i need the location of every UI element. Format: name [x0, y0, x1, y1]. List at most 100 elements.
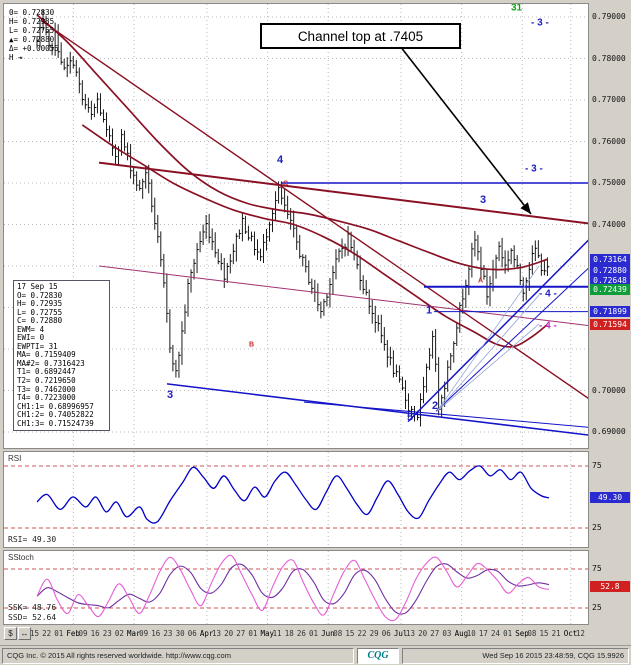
price-axis-label: 0.77000 — [592, 95, 626, 104]
rsi-svg[interactable] — [4, 452, 588, 547]
wave-label: 1 — [426, 304, 432, 316]
date-tick: 01 — [248, 629, 258, 638]
status-bar: CQG Inc. © 2015 All rights reserved worl… — [0, 645, 631, 665]
study-value-line: O= 0.72830 — [17, 290, 63, 300]
stoch-svg[interactable] — [4, 551, 588, 624]
stochastic-panel[interactable]: SStoch SSK= 48.76 SSD= 52.64 — [3, 550, 589, 625]
study-value-line: 17 Sep 15 — [17, 282, 58, 291]
study-value-line: L= 0.72755 — [17, 307, 63, 317]
date-tick: 16 — [90, 629, 100, 638]
quote-line: Δ= +0.00055 — [9, 44, 59, 53]
price-axis-label: 0.76000 — [592, 136, 626, 146]
rsi-axis-label: 75 — [592, 461, 602, 470]
date-tick: 10 — [466, 629, 476, 638]
date-tick: 22 — [42, 629, 52, 638]
date-tick: 06 — [187, 629, 197, 638]
quote-line: H ⇥ — [9, 53, 23, 62]
wave-label: 3 — [167, 389, 173, 401]
price-tag: 0.72880 — [590, 265, 630, 277]
price-tag: 0.71899 — [590, 306, 630, 318]
rsi-axis-label: 25 — [592, 523, 602, 532]
copyright-text: CQG Inc. © 2015 All rights reserved worl… — [2, 647, 354, 664]
price-axis-label: 0.75000 — [592, 178, 626, 187]
date-tick: Apr — [199, 629, 214, 638]
study-value-line: T1= 0.6892447 — [17, 367, 76, 377]
date-tick: 08 — [527, 629, 537, 638]
price-tag: 0.72648 — [590, 275, 630, 287]
rsi-value-label: RSI= 49.30 — [8, 535, 57, 544]
quote-line: ▲= 0.72880 — [9, 35, 55, 44]
stoch-axis-label: 75 — [592, 564, 602, 573]
date-tick: Mar — [127, 629, 141, 638]
price-scale-button[interactable]: $ — [4, 627, 17, 640]
price-axis-label: 0.74000 — [592, 219, 626, 229]
price-tag: 0.72439 — [590, 283, 630, 295]
date-tick: 21 — [551, 629, 561, 638]
wave-label: - 3 - — [531, 17, 549, 28]
price-chart-svg[interactable]: 4 3 3 5 2 1 31 - 3 - - 3 - - 4 - - 4 - C B A — [4, 4, 588, 448]
date-tick: 16 — [151, 629, 161, 638]
annotation-arrow — [399, 45, 532, 215]
wave-label: 31 — [511, 4, 523, 13]
date-tick: 15 — [539, 629, 549, 638]
study-value-line: EWPTI= 31 — [17, 341, 58, 351]
study-value-line: H= 0.72935 — [17, 299, 63, 309]
channel-top-annotation[interactable]: Channel top at .7405 — [260, 23, 461, 49]
wedge-upper-line — [407, 239, 588, 423]
stoch-d-line — [36, 563, 550, 615]
quote-line: L= 0.72755 — [9, 26, 55, 35]
date-tick: 20 — [224, 629, 234, 638]
study-value-line: C= 0.72880 — [17, 316, 63, 326]
wave-label: - 4 - — [539, 320, 557, 331]
study-value-line: T4= 0.7223000 — [17, 393, 76, 403]
date-tick: 09 — [139, 629, 149, 638]
date-tick: 27 — [236, 629, 246, 638]
rsi-tag: 49.30 — [590, 492, 630, 504]
stoch-axis-label: 25 — [592, 603, 602, 612]
channel-mid-line — [98, 265, 588, 326]
annotation-text: Channel top at .7405 — [297, 28, 424, 44]
study-value-line: CH1:2= 0.74052822 — [17, 410, 94, 420]
wave-label: 3 — [480, 194, 486, 206]
price-axis-label: 0.78000 — [592, 53, 626, 63]
rsi-line — [36, 465, 550, 524]
date-tick: Oct — [563, 629, 578, 638]
date-tick: Aug — [454, 629, 469, 638]
wave-label: B — [249, 342, 254, 349]
rsi-title: RSI — [8, 454, 22, 463]
date-tick: 15 — [30, 629, 40, 638]
study-value-line: MA= 0.7159409 — [17, 350, 76, 360]
ma-slow-line — [36, 14, 548, 271]
date-tick: Jun — [321, 629, 335, 638]
price-axis-label: 0.79000 — [592, 12, 626, 21]
wave-label: - 3 - — [525, 163, 543, 174]
study-value-line: MA#2= 0.7316423 — [17, 358, 85, 368]
date-tick: 18 — [284, 629, 294, 638]
date-tick: 02 — [114, 629, 124, 638]
date-tick: 20 — [418, 629, 428, 638]
date-tick: Feb — [66, 629, 80, 638]
date-tick: 15 — [345, 629, 355, 638]
date-tick: 22 — [357, 629, 367, 638]
cqg-logo: CQG — [357, 647, 399, 664]
stoch-title: SStoch — [8, 553, 34, 562]
ssk-value-label: SSK= 48.76 — [8, 603, 57, 612]
axis-resize-button[interactable]: ↔ — [18, 627, 31, 640]
date-axis[interactable]: 15 22 01 Feb 09 16 23 02 Mar 09 16 23 30 06 Apr 13 20 27 0… — [3, 627, 589, 642]
fan-line-3 — [436, 323, 540, 412]
rsi-panel[interactable]: RSI RSI= 49.30 — [3, 451, 589, 548]
price-tag: 0.71594 — [590, 318, 630, 330]
wedge-lower-line — [435, 267, 588, 412]
wave-label: 5 — [407, 411, 413, 423]
price-axis[interactable]: 0.79000 0.78000 0.77000 0.76000 0.75000 0.740… — [590, 0, 631, 642]
fan-line-1 — [436, 265, 540, 412]
date-tick: 30 — [175, 629, 185, 638]
quote-line: H= 0.72935 — [9, 17, 55, 26]
study-values-box: 17 Sep 15 O= 0.72830 H= 0.72935 L= 0.72755 C… — [13, 280, 110, 432]
date-tick: 17 — [478, 629, 488, 638]
date-tick: 01 — [503, 629, 513, 638]
price-chart-panel[interactable]: 4 3 3 5 2 1 31 - 3 - - 3 - - 4 - - 4 - C B A 0= 0.728… — [3, 3, 589, 449]
study-value-line: CH1:1= 0.68996957 — [17, 401, 94, 411]
study-value-line: T2= 0.7219650 — [17, 376, 76, 386]
wave-label: C — [283, 180, 288, 187]
